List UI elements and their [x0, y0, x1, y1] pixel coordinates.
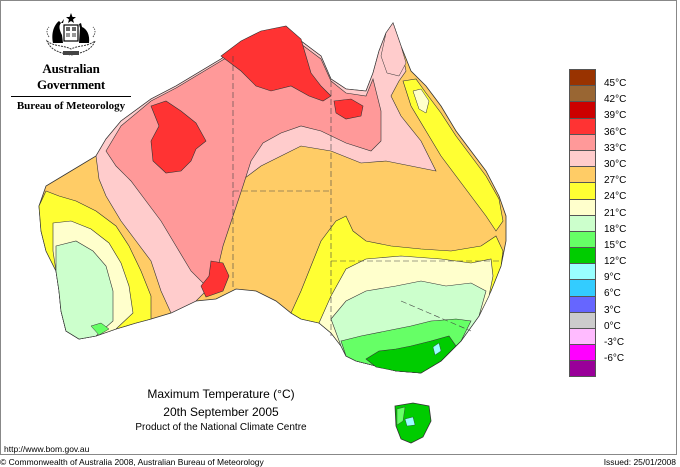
zone-24c-qld-coast [402, 78, 504, 232]
legend-swatch [569, 328, 596, 345]
copyright-text: © Commonwealth of Australia 2008, Austra… [0, 457, 264, 467]
legend-swatch [569, 230, 596, 248]
legend-label: 21°C [604, 207, 627, 219]
legend-swatch [569, 311, 596, 328]
legend-swatch [569, 101, 596, 118]
legend-label: 9°C [604, 272, 621, 284]
zone-36c-gulf [333, 98, 364, 120]
legend-label: 42°C [604, 94, 627, 106]
zone-21c-qld [412, 88, 430, 114]
legend-label: 39°C [604, 110, 627, 122]
legend-label: 15°C [604, 239, 627, 251]
australia-temperature-map [38, 22, 507, 444]
map-frame: Australian Government Bureau of Meteorol… [0, 0, 677, 455]
legend-label: 0°C [604, 320, 621, 332]
legend-label: 24°C [604, 191, 627, 203]
tasmania-cold-lake [404, 416, 416, 427]
legend-swatch [569, 360, 596, 377]
legend-swatch [569, 133, 596, 150]
legend-swatch [569, 263, 596, 280]
legend-swatch [569, 198, 596, 215]
zone-15c-wa [90, 322, 110, 336]
map-date: 20th September 2005 [163, 405, 279, 419]
legend-swatch [569, 182, 596, 199]
zone-12c-victoria [365, 335, 457, 374]
state-borders [232, 56, 501, 336]
tasmania-15c [396, 406, 406, 426]
legend-swatch [569, 247, 596, 264]
bom-url-link[interactable]: http://www.bom.gov.au [4, 444, 90, 454]
legend-swatch [569, 214, 596, 231]
zone-36c-top-end [220, 25, 332, 102]
map-product: Product of the National Climate Centre [135, 422, 307, 433]
legend-swatch [569, 279, 596, 296]
issued-date: Issued: 25/01/2008 [603, 457, 676, 467]
legend-swatch [569, 69, 596, 86]
legend-label: 36°C [604, 126, 627, 138]
legend-swatch [569, 344, 596, 361]
bom-logo: Australian Government Bureau of Meteorol… [9, 11, 133, 112]
legend-swatch [569, 117, 596, 134]
zone-9c-alps [432, 342, 442, 356]
legend-label: -6°C [604, 353, 625, 365]
legend-label: 45°C [604, 78, 627, 89]
agency-name: Bureau of Meteorology [16, 100, 126, 112]
zone-30c-cape-york [380, 22, 407, 77]
legend-label: 18°C [604, 223, 627, 235]
government-name: Australian Government [36, 61, 106, 92]
logo-divider [11, 96, 131, 97]
map-title: Maximum Temperature (°C) [147, 387, 295, 401]
map-title-block: Maximum Temperature (°C) 20th September … [121, 387, 321, 433]
zone-36c-south [200, 260, 230, 298]
legend-label: -3°C [604, 337, 625, 348]
legend-label: 33°C [604, 142, 627, 154]
zone-18c-wa [55, 240, 114, 340]
legend-label: 12°C [604, 256, 627, 268]
legend-swatch [569, 149, 596, 167]
zone-36c-kimberley [150, 100, 207, 174]
legend-swatch [569, 85, 596, 102]
coat-of-arms-icon [45, 13, 97, 56]
legend-swatch [569, 166, 596, 183]
legend-label: 30°C [604, 158, 627, 170]
legend-label: 3°C [604, 304, 621, 316]
legend-label: 6°C [604, 288, 621, 300]
legend-label: 27°C [604, 175, 627, 187]
legend-swatch [569, 295, 596, 312]
